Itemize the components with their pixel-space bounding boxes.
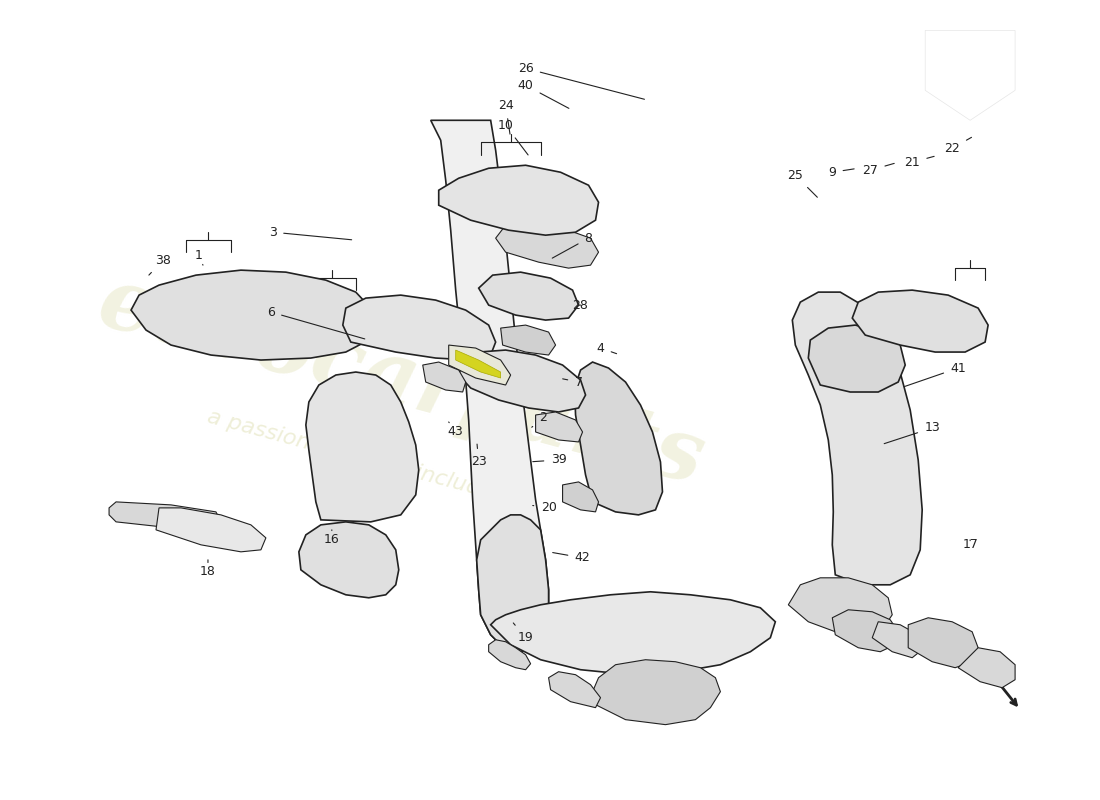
Polygon shape [343,295,496,360]
Text: 8: 8 [552,232,593,258]
Text: 25: 25 [788,169,817,198]
Polygon shape [491,592,776,674]
Text: 23: 23 [471,444,486,469]
Text: 19: 19 [514,623,534,644]
Text: 28: 28 [573,298,588,312]
Text: 40: 40 [518,79,569,108]
Polygon shape [574,362,662,515]
Text: 22: 22 [944,138,971,154]
Polygon shape [562,482,598,512]
Polygon shape [455,350,500,378]
Text: a passion for parts including...: a passion for parts including... [206,406,537,514]
Polygon shape [156,508,266,552]
Text: 3: 3 [270,226,352,240]
Polygon shape [299,522,399,598]
Polygon shape [593,660,721,725]
Polygon shape [549,672,601,708]
Text: eurocarparts: eurocarparts [89,259,713,501]
Text: 27: 27 [862,163,894,177]
Text: 18: 18 [200,560,216,578]
Text: 17: 17 [962,538,978,551]
Text: 13: 13 [884,422,940,444]
Polygon shape [422,362,465,392]
Text: 7: 7 [563,375,583,389]
Text: 26: 26 [518,62,645,99]
Polygon shape [792,292,922,585]
Text: 39: 39 [532,454,566,466]
Text: 20: 20 [532,502,557,514]
Polygon shape [488,640,530,670]
Text: 24: 24 [498,99,514,134]
Polygon shape [909,618,978,668]
Text: 38: 38 [148,254,170,275]
Polygon shape [439,166,598,235]
Text: 43: 43 [448,422,463,438]
Text: 41: 41 [904,362,966,386]
Text: 4: 4 [596,342,617,354]
Polygon shape [536,412,583,442]
Polygon shape [431,120,549,652]
Polygon shape [478,272,579,320]
Polygon shape [476,515,549,652]
Polygon shape [459,350,585,412]
Text: 9: 9 [828,166,854,178]
Polygon shape [500,325,556,355]
Polygon shape [872,622,922,658]
Text: 42: 42 [552,551,591,564]
Text: 2: 2 [531,411,547,427]
Polygon shape [833,610,899,652]
Text: 21: 21 [904,156,934,169]
Text: 16: 16 [324,530,340,546]
Polygon shape [852,290,988,352]
Polygon shape [449,345,510,385]
Polygon shape [131,270,376,360]
Text: 6: 6 [267,306,365,339]
Text: 1: 1 [195,249,204,265]
Polygon shape [808,325,905,392]
Polygon shape [306,372,419,522]
Polygon shape [109,502,221,530]
Polygon shape [958,648,1015,688]
Polygon shape [496,222,598,268]
Text: 10: 10 [497,118,528,155]
Polygon shape [789,578,892,634]
